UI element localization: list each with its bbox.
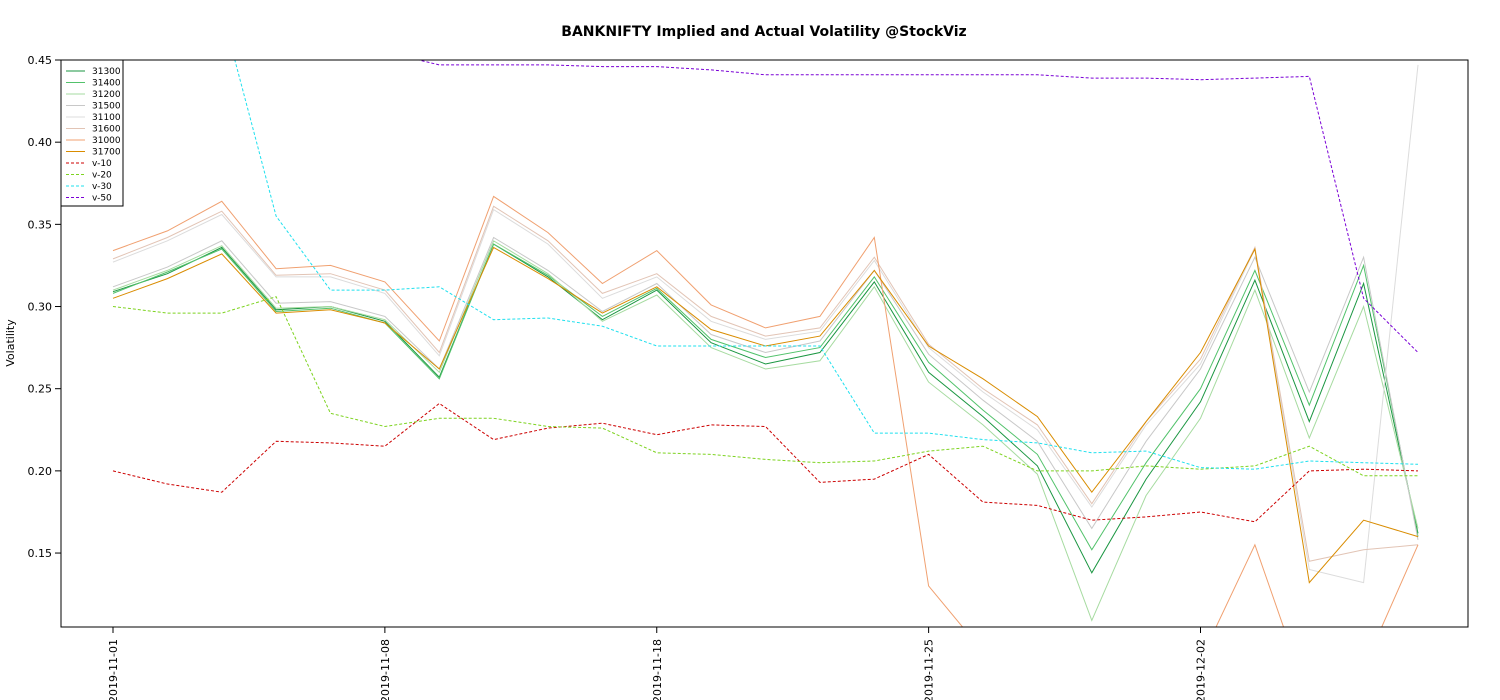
y-tick-label: 0.35 bbox=[28, 218, 53, 231]
series-line-31000 bbox=[112, 195, 1419, 627]
x-tick-label: 2019-11-18 bbox=[651, 639, 664, 700]
legend-label-31500: 31500 bbox=[92, 102, 121, 112]
legend-label-31000: 31000 bbox=[92, 136, 121, 146]
y-tick-label: 0.45 bbox=[28, 54, 53, 67]
legend-label-31400: 31400 bbox=[92, 79, 121, 89]
legend-label-31700: 31700 bbox=[92, 148, 121, 158]
legend-label-31100: 31100 bbox=[92, 113, 121, 123]
legend-label-v-20: v-20 bbox=[92, 171, 112, 181]
axis-layer: 0.15 0.20 0.25 0.30 0.35 0.40 0.45 2019-11-01 20… bbox=[28, 54, 1208, 700]
legend-label-31300: 31300 bbox=[92, 67, 121, 77]
x-tick-label: 2019-11-08 bbox=[379, 639, 392, 700]
y-tick-label: 0.40 bbox=[28, 136, 53, 149]
x-tick-label: 2019-11-25 bbox=[923, 639, 936, 700]
x-tick-label: 2019-12-02 bbox=[1195, 639, 1208, 700]
plot-frame bbox=[60, 59, 1469, 628]
y-tick-label: 0.15 bbox=[28, 547, 53, 560]
series-line-31700 bbox=[112, 246, 1419, 584]
chart-title: BANKNIFTY Implied and Actual Volatility … bbox=[561, 24, 966, 40]
series-line-31600 bbox=[112, 205, 1419, 562]
series-line-31400 bbox=[112, 243, 1419, 551]
series-line-31200 bbox=[112, 240, 1419, 622]
series-line-31500 bbox=[112, 236, 1419, 540]
legend-label-31600: 31600 bbox=[92, 125, 121, 135]
legend-label-v-10: v-10 bbox=[92, 159, 112, 169]
y-tick-label: 0.25 bbox=[28, 383, 53, 396]
legend-label-v-30: v-30 bbox=[92, 182, 112, 192]
series-line-31100 bbox=[112, 64, 1419, 584]
x-tick-label: 2019-11-01 bbox=[107, 639, 120, 700]
y-tick-label: 0.30 bbox=[28, 301, 53, 314]
legend-label-v-50: v-50 bbox=[92, 194, 112, 204]
series-layer bbox=[112, 60, 1419, 627]
y-axis-label: Volatility bbox=[4, 319, 17, 367]
series-line-v-30 bbox=[234, 60, 1419, 470]
series-line-v-50 bbox=[416, 60, 1419, 353]
legend-label-31200: 31200 bbox=[92, 90, 121, 100]
series-line-31300 bbox=[112, 243, 1419, 574]
series-line-v-10 bbox=[112, 402, 1419, 523]
y-tick-label: 0.20 bbox=[28, 465, 53, 478]
legend-box bbox=[60, 59, 124, 207]
